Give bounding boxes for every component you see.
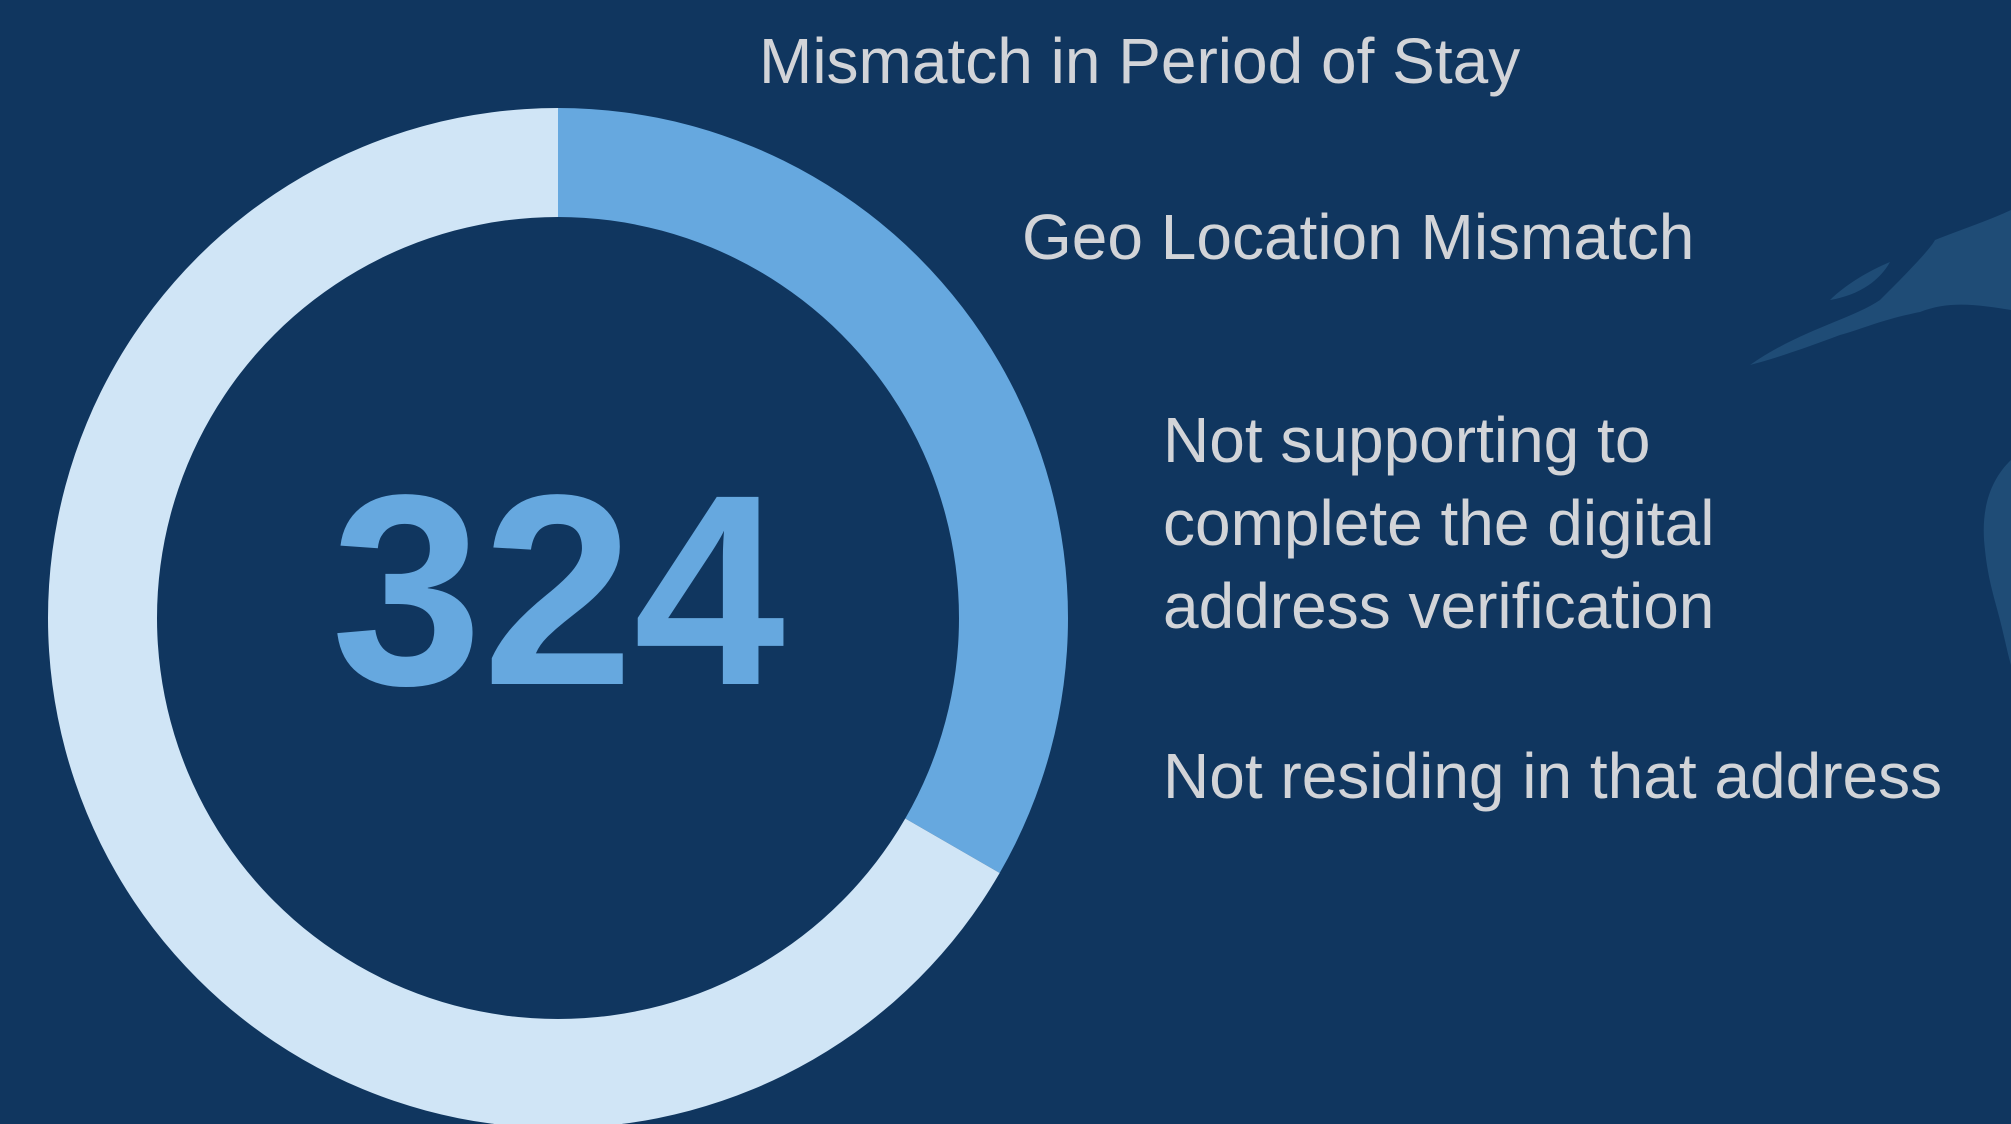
legend-label: Not supporting to	[1163, 404, 1650, 476]
donut-segment	[558, 108, 1068, 873]
labels: Mismatch in Period of Stay Geo Location M…	[759, 25, 1942, 812]
legend-label: Mismatch in Period of Stay	[759, 25, 1520, 97]
map-decoration	[1750, 210, 2011, 365]
map-decoration	[1983, 460, 2011, 665]
legend-label: Not residing in that address	[1163, 740, 1942, 812]
legend-label: address verification	[1163, 570, 1714, 642]
legend-label: Geo Location Mismatch	[1022, 201, 1694, 273]
legend-label: complete the digital	[1163, 487, 1714, 559]
donut	[48, 108, 1068, 1124]
center-value: 324	[331, 438, 787, 742]
